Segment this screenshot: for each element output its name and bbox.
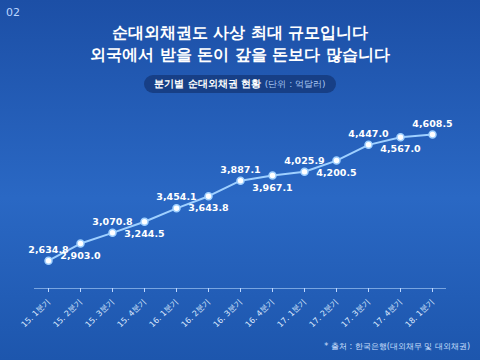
svg-text:4,447.0: 4,447.0: [348, 128, 389, 139]
svg-text:3,887.1: 3,887.1: [220, 164, 260, 175]
svg-text:16. 4분기: 16. 4분기: [244, 297, 276, 329]
svg-text:4,025.9: 4,025.9: [284, 155, 324, 166]
svg-text:17. 3분기: 17. 3분기: [340, 297, 372, 329]
svg-text:2,634.8: 2,634.8: [28, 243, 69, 255]
html-text:순대외채권도 사상 최대 규모입니다: 순대외채권도 사상 최대 규모입니다: [111, 23, 369, 42]
svg-text:3,643.8: 3,643.8: [188, 202, 229, 213]
svg-text:4,200.5: 4,200.5: [316, 167, 356, 178]
html-text:* 출처 : 한국은행(대외채무 및 대외채권): * 출처 : 한국은행(대외채무 및 대외채권): [324, 342, 470, 351]
svg-text:15. 1분기: 15. 1분기: [20, 297, 52, 329]
svg-text:16. 3분기: 16. 3분기: [212, 297, 244, 329]
svg-text:3,967.1: 3,967.1: [252, 182, 292, 193]
svg-text:17. 1분기: 17. 1분기: [276, 297, 308, 329]
svg-text:3,070.8: 3,070.8: [92, 216, 133, 227]
svg-text:16. 1분기: 16. 1분기: [148, 297, 180, 329]
html-text:외국에서 받을 돈이 갚을 돈보다 많습니다: 외국에서 받을 돈이 갚을 돈보다 많습니다: [90, 45, 390, 64]
svg-text:3,244.5: 3,244.5: [124, 228, 164, 239]
svg-text:15. 4분기: 15. 4분기: [116, 297, 148, 329]
html-text:02: 02: [6, 6, 20, 19]
svg-text:17. 4분기: 17. 4분기: [372, 297, 404, 329]
svg-text:4,567.0: 4,567.0: [380, 143, 421, 154]
svg-text:17. 2분기: 17. 2분기: [308, 297, 340, 329]
svg-text:15. 3분기: 15. 3분기: [84, 297, 116, 329]
svg-text:2,903.0: 2,903.0: [60, 250, 101, 261]
svg-text:15. 2분기: 15. 2분기: [52, 297, 84, 329]
svg-text:3,454.1: 3,454.1: [156, 191, 196, 202]
svg-text:18. 1분기: 18. 1분기: [404, 297, 436, 329]
html-text:분기별 순대외채권 현황 (단위 : 억달러): 분기별 순대외채권 현황 (단위 : 억달러): [154, 78, 326, 89]
svg-text:16. 2분기: 16. 2분기: [180, 297, 212, 329]
svg-text:4,608.5: 4,608.5: [412, 118, 452, 129]
